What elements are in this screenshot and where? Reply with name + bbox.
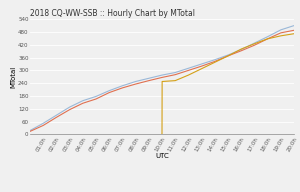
OM4Q — [134, 80, 137, 83]
OM4Q — [253, 42, 256, 44]
OM4Q — [107, 89, 111, 92]
X-axis label: UTC: UTC — [155, 153, 169, 159]
SN7H — [173, 79, 177, 82]
OM4Q — [213, 59, 217, 61]
Line: OZ0TX: OZ0TX — [30, 30, 294, 131]
OZ0TX — [121, 87, 124, 89]
OZ0TX — [200, 65, 203, 67]
OM4Q — [292, 24, 296, 27]
OM4Q — [239, 48, 243, 51]
OM4Q — [55, 114, 58, 116]
SN7H — [213, 61, 217, 63]
OM4Q — [81, 99, 85, 102]
OZ0TX — [279, 32, 283, 34]
OZ0TX — [239, 50, 243, 52]
Text: 2018 CQ-WW-SSB :: Hourly Chart by MTotal: 2018 CQ-WW-SSB :: Hourly Chart by MTotal — [30, 9, 195, 18]
OZ0TX — [173, 74, 177, 76]
OM4Q — [121, 85, 124, 87]
OM4Q — [200, 63, 203, 65]
OZ0TX — [81, 102, 85, 104]
OM4Q — [160, 74, 164, 76]
OM4Q — [279, 29, 283, 31]
SN7H — [253, 43, 256, 45]
OM4Q — [94, 95, 98, 98]
OM4Q — [266, 36, 269, 38]
SN7H — [160, 80, 164, 83]
OZ0TX — [41, 124, 45, 127]
Y-axis label: MTotal: MTotal — [11, 66, 17, 88]
Line: SN7H: SN7H — [162, 34, 294, 134]
SN7H — [200, 68, 203, 70]
SN7H — [239, 48, 243, 50]
OM4Q — [28, 129, 32, 132]
OZ0TX — [266, 38, 269, 40]
OZ0TX — [55, 116, 58, 118]
OZ0TX — [292, 29, 296, 31]
OM4Q — [147, 77, 151, 79]
OZ0TX — [28, 130, 32, 132]
OZ0TX — [94, 98, 98, 100]
OZ0TX — [107, 91, 111, 94]
OM4Q — [68, 106, 71, 108]
SN7H — [160, 133, 164, 136]
OM4Q — [226, 54, 230, 56]
SN7H — [160, 133, 164, 136]
OM4Q — [41, 122, 45, 124]
OZ0TX — [187, 69, 190, 72]
OZ0TX — [253, 44, 256, 46]
SN7H — [226, 55, 230, 57]
SN7H — [187, 74, 190, 76]
OZ0TX — [68, 108, 71, 111]
SN7H — [279, 35, 283, 37]
OZ0TX — [213, 60, 217, 63]
OM4Q — [187, 67, 190, 70]
SN7H — [292, 33, 296, 35]
OZ0TX — [160, 76, 164, 79]
Line: OM4Q: OM4Q — [30, 26, 294, 131]
OM4Q — [173, 71, 177, 74]
SN7H — [266, 38, 269, 40]
OZ0TX — [134, 83, 137, 85]
OZ0TX — [147, 79, 151, 82]
SN7H — [160, 133, 164, 136]
OZ0TX — [226, 55, 230, 57]
